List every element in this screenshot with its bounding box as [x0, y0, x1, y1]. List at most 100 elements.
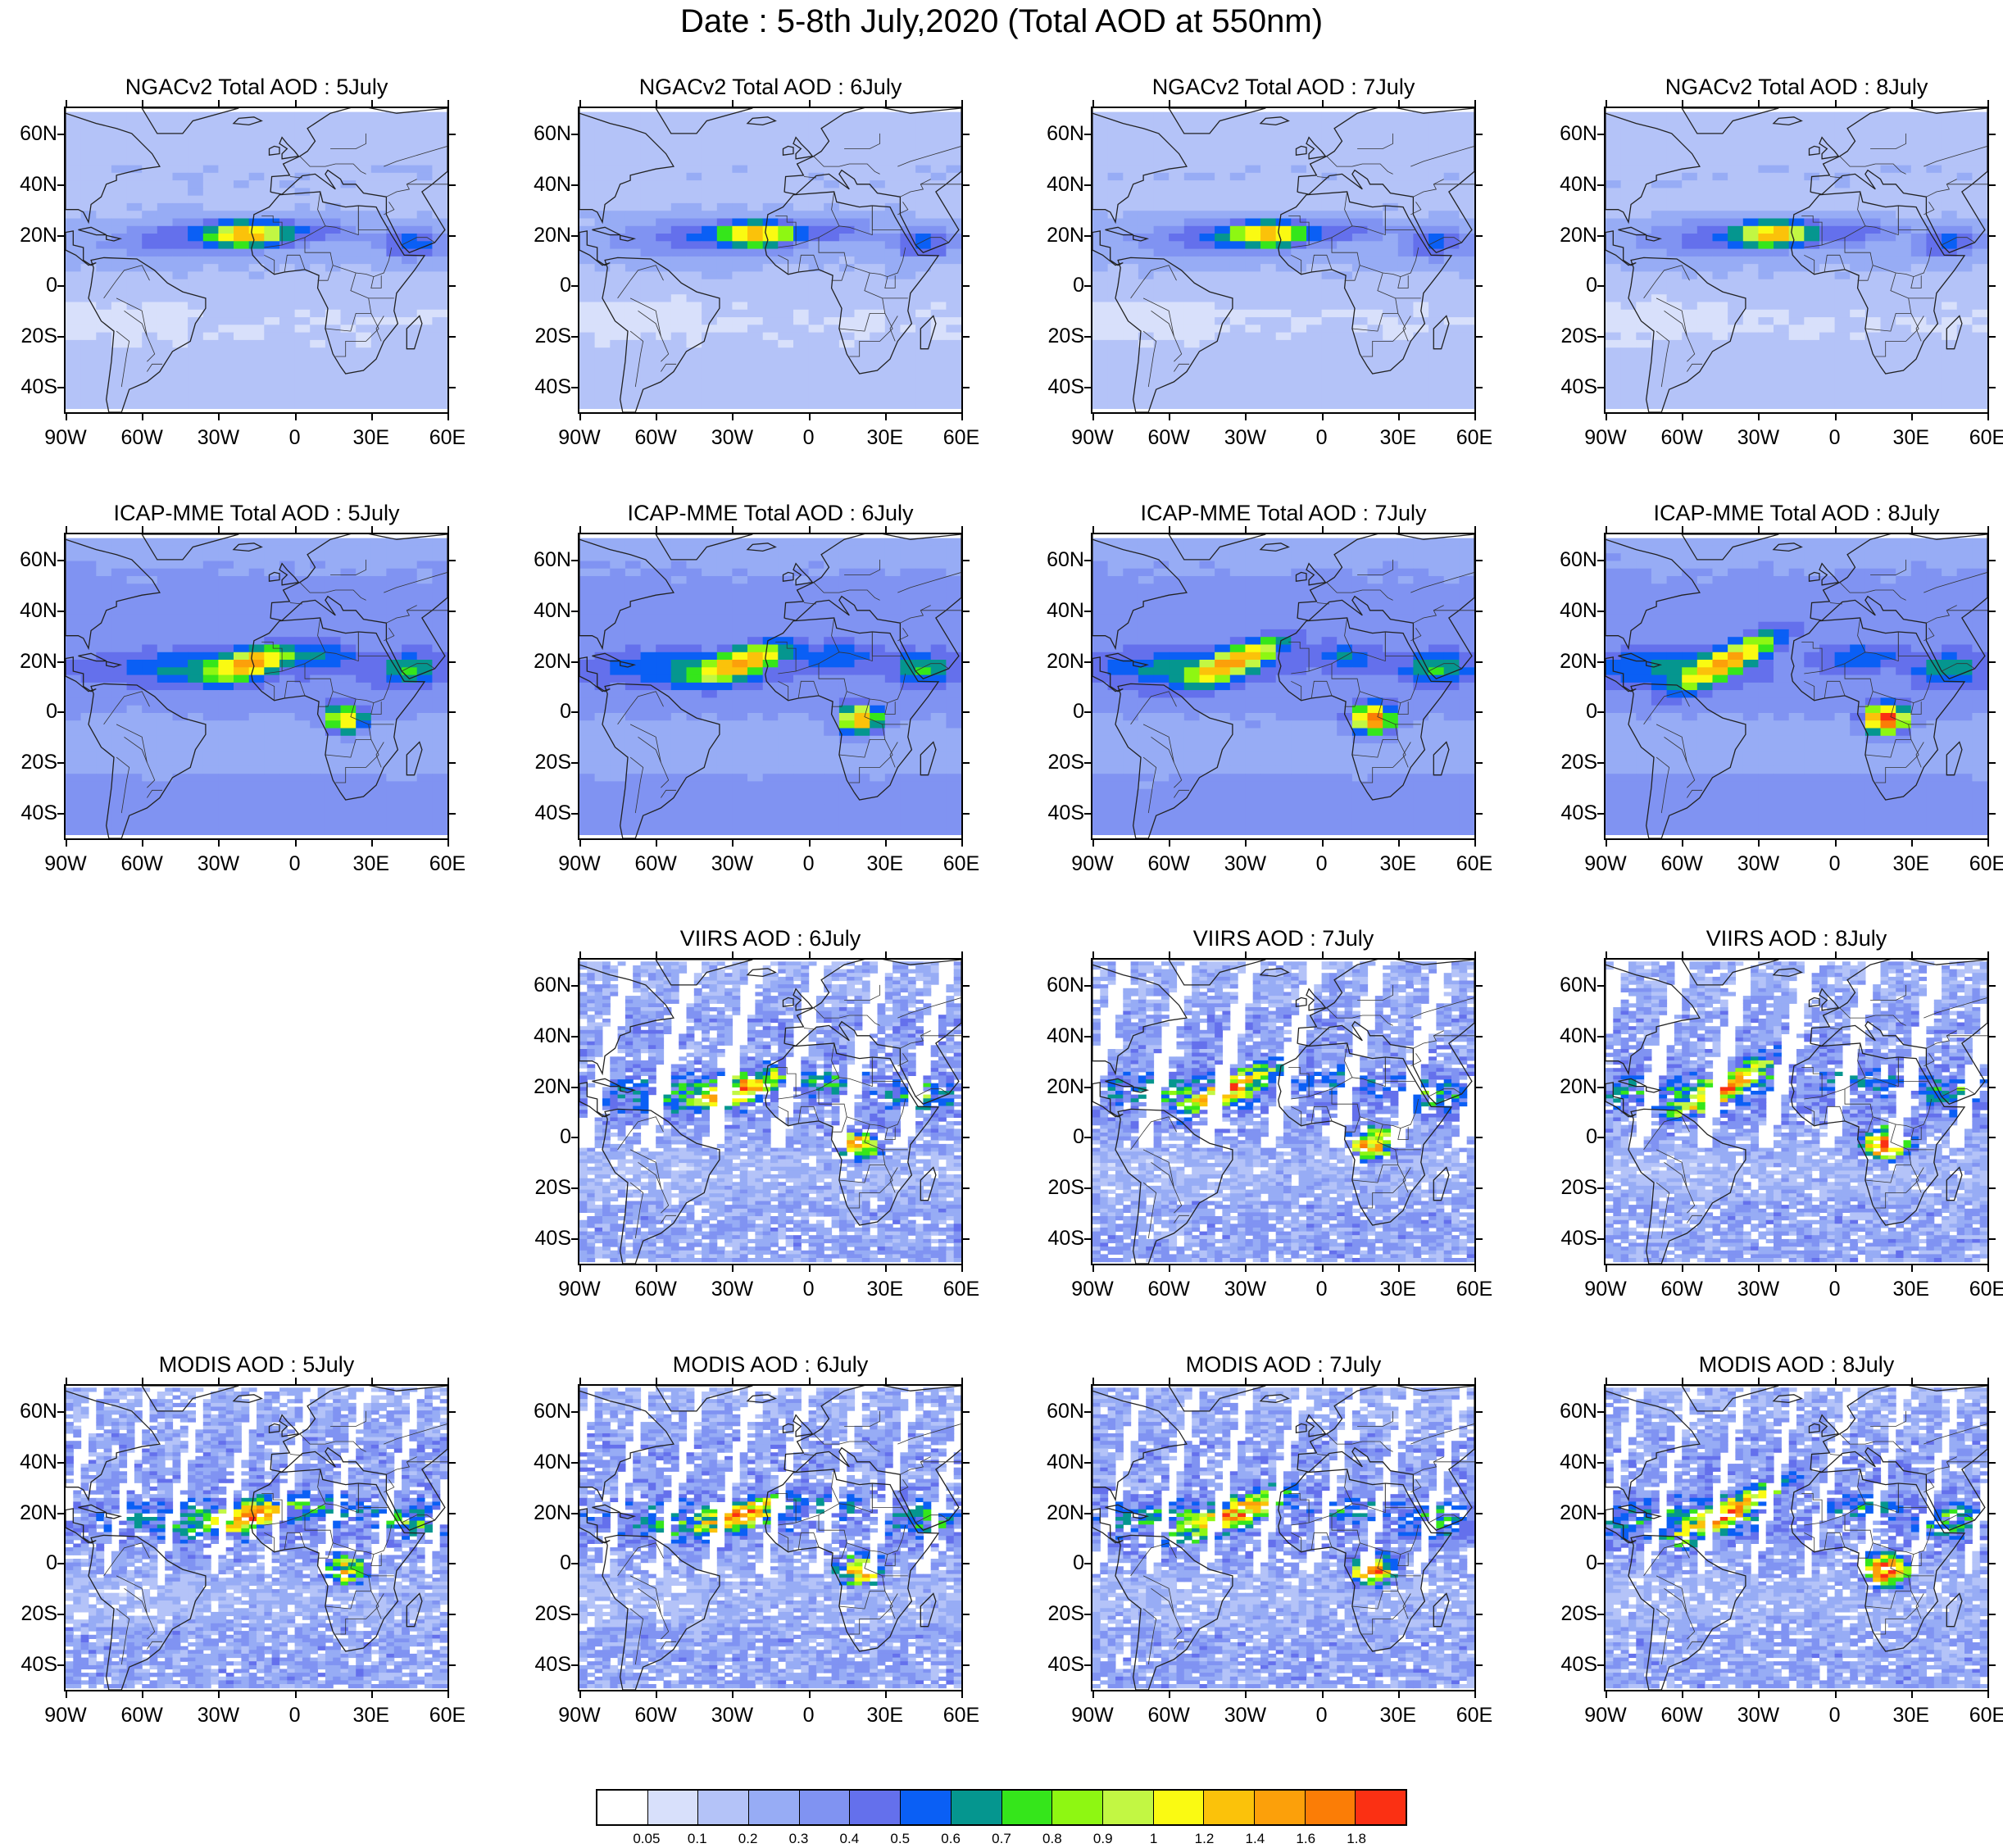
lon-tick	[1758, 414, 1760, 420]
lat-label: 20N	[0, 224, 57, 247]
lat-label: 60N	[514, 122, 571, 145]
map-frame	[1091, 533, 1476, 840]
country-border	[775, 1066, 797, 1100]
coastline	[1168, 960, 1266, 986]
aod-field	[579, 961, 961, 1263]
map-panel: VIIRS AOD : 8July 60N 40N 20N 0 20S 40S 90W 60W 3…	[1540, 924, 2003, 1333]
country-border	[1801, 641, 1823, 674]
lat-tick	[57, 711, 64, 714]
country-border	[803, 602, 816, 605]
lat-label: 40S	[514, 801, 571, 824]
country-border	[1656, 1149, 1696, 1214]
lon-label: 30E	[338, 1704, 404, 1727]
country-border	[1857, 691, 1874, 707]
lat-tick	[1597, 1187, 1604, 1190]
coastline	[1278, 617, 1453, 801]
coastline	[1133, 1086, 1150, 1093]
country-border	[1656, 330, 1670, 388]
lat-label: 60N	[1027, 122, 1084, 145]
lon-tick	[1474, 951, 1476, 958]
lat-tick	[1084, 1614, 1091, 1616]
country-border	[1174, 363, 1190, 372]
lat-tick	[1597, 1512, 1604, 1514]
country-border	[1915, 316, 1924, 342]
country-border	[1857, 1469, 1866, 1504]
colorbar-label: 0.5	[879, 1831, 920, 1847]
colorbar-label: 0.1	[677, 1831, 718, 1847]
country-border	[1844, 1088, 1933, 1129]
panel-title: VIIRS AOD : 8July	[1604, 924, 1989, 953]
country-border	[915, 663, 949, 672]
lat-label: 40N	[0, 599, 57, 622]
country-border	[1870, 984, 1907, 1001]
lon-tick	[579, 1691, 581, 1698]
lat-tick	[1476, 984, 1483, 987]
lat-tick	[449, 234, 456, 237]
colorbar-box	[1102, 1791, 1154, 1824]
coastline	[1606, 1082, 1637, 1118]
aod-field	[579, 1387, 961, 1689]
coastlines	[579, 960, 961, 1264]
coastline	[920, 1166, 937, 1201]
lat-tick	[57, 184, 64, 186]
lat-label: 0	[1027, 274, 1084, 297]
country-border	[384, 202, 395, 216]
lat-tick	[57, 559, 64, 561]
lat-label: 40S	[1027, 801, 1084, 824]
lon-tick	[1169, 951, 1171, 958]
lat-tick	[1084, 559, 1091, 561]
country-border	[1915, 742, 1924, 768]
lon-tick	[1987, 526, 1989, 533]
lat-tick	[57, 234, 64, 237]
country-border	[1310, 680, 1333, 699]
lon-tick	[1397, 1265, 1400, 1272]
coastline	[1606, 534, 1701, 651]
lon-label: 0	[1289, 852, 1355, 875]
coastline	[579, 1082, 611, 1118]
lat-label: 40N	[0, 1451, 57, 1473]
country-border	[900, 1456, 931, 1475]
lon-tick	[1169, 1378, 1171, 1384]
coastline	[1297, 534, 1474, 679]
coastline	[66, 230, 97, 266]
country-border	[370, 702, 382, 715]
lon-label: 30E	[1365, 426, 1431, 449]
lat-tick	[449, 559, 456, 561]
coastline	[1295, 571, 1307, 582]
country-border	[1664, 1161, 1687, 1188]
panel-title: MODIS AOD : 7July	[1091, 1350, 1476, 1379]
lat-tick	[963, 661, 970, 663]
country-border	[1413, 605, 1444, 624]
coastline	[141, 108, 239, 134]
lon-label: 0	[1802, 852, 1868, 875]
country-border	[1643, 265, 1690, 299]
lon-tick	[1474, 840, 1476, 847]
lat-label: 20S	[1540, 325, 1597, 347]
colorbar-label: 0.4	[829, 1831, 870, 1847]
colorbar-box	[951, 1791, 1002, 1824]
aod-field	[66, 111, 447, 409]
country-border	[1357, 984, 1394, 1001]
lat-tick	[963, 610, 970, 612]
lon-tick	[1606, 526, 1607, 533]
country-border	[1924, 997, 1987, 1019]
lat-label: 20N	[514, 650, 571, 673]
country-border	[1924, 1053, 1935, 1067]
coastlines	[1606, 960, 1987, 1264]
country-border	[1291, 1106, 1302, 1126]
lon-label: 30W	[185, 426, 251, 449]
lon-tick	[1169, 100, 1171, 107]
lat-tick	[571, 387, 578, 389]
lon-label: 0	[776, 1704, 842, 1727]
coastline	[1433, 1166, 1450, 1201]
lat-label: 40N	[1540, 1451, 1597, 1473]
lat-tick	[1989, 813, 1996, 815]
lat-tick	[1476, 387, 1483, 389]
lat-tick	[1597, 984, 1604, 987]
lat-tick	[1084, 336, 1091, 338]
country-border	[147, 1641, 163, 1650]
lat-tick	[963, 711, 970, 714]
lon-tick	[447, 526, 449, 533]
lat-tick	[571, 234, 578, 237]
country-border	[915, 1514, 949, 1523]
